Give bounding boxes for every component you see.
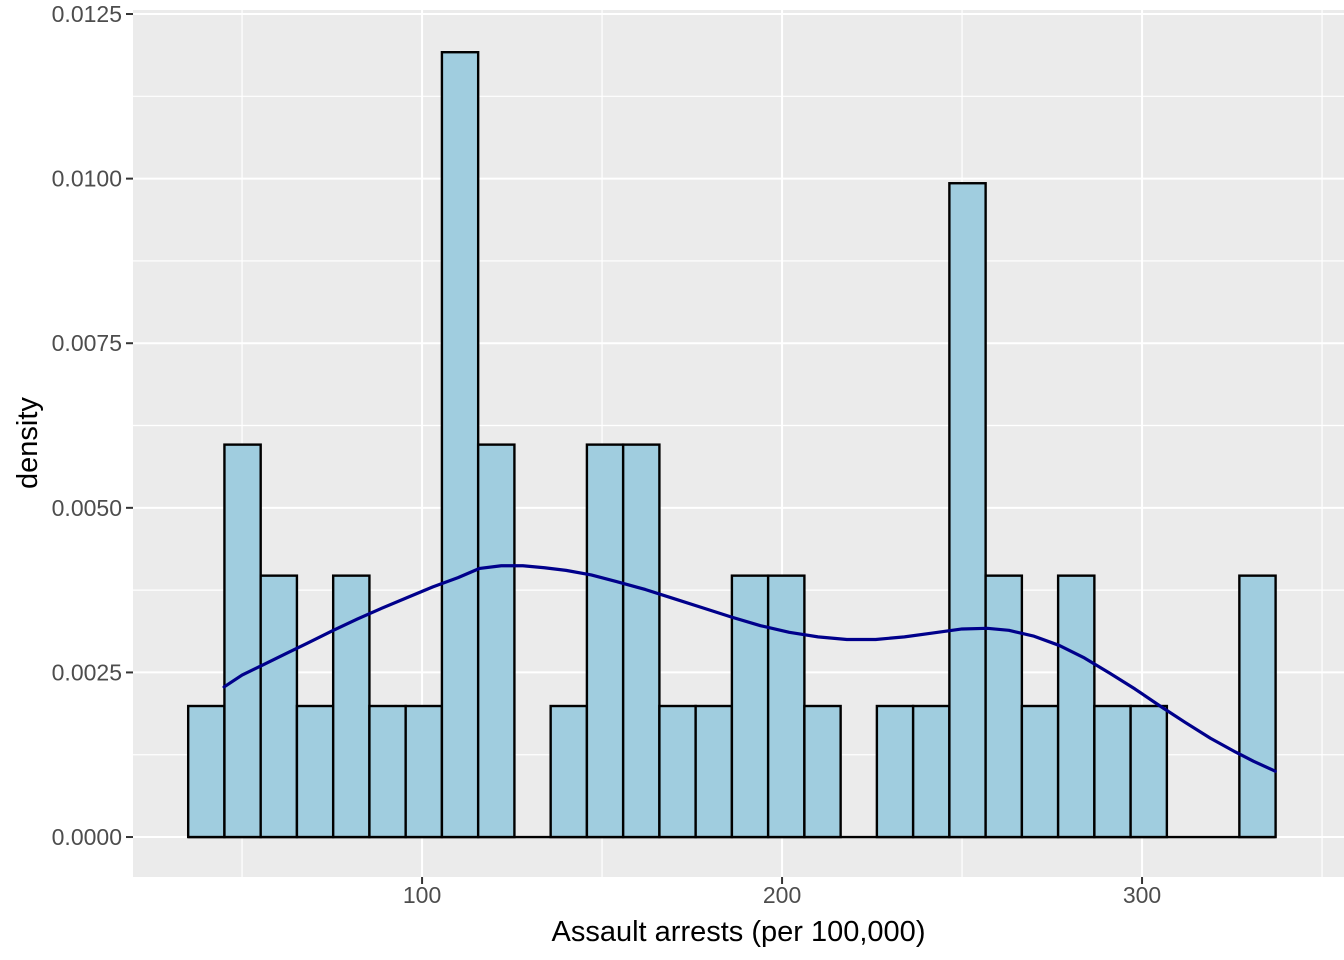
histogram-bar xyxy=(875,704,915,839)
histogram-bar xyxy=(694,704,734,839)
histogram-bar xyxy=(186,704,226,839)
histogram-bar xyxy=(766,574,806,839)
x-tick-label: 100 xyxy=(403,882,441,908)
histogram-bar xyxy=(549,704,589,839)
histogram-bar xyxy=(295,704,335,839)
y-axis-title: density xyxy=(12,397,44,489)
histogram-bar xyxy=(984,574,1024,839)
histogram-bar xyxy=(404,704,444,839)
y-tick-label: 0.0050 xyxy=(52,495,122,521)
histogram-bar xyxy=(259,574,299,839)
x-tick-label: 200 xyxy=(763,882,801,908)
histogram-bar xyxy=(948,182,987,839)
histogram-bar xyxy=(621,443,661,839)
histogram-bar xyxy=(911,704,951,839)
histogram-bar xyxy=(658,704,697,839)
y-tick-label: 0.0000 xyxy=(52,824,122,850)
histogram-bar xyxy=(368,704,407,839)
y-tick-label: 0.0125 xyxy=(52,1,122,27)
histogram-bar xyxy=(585,443,625,839)
histogram-bar xyxy=(1093,704,1132,839)
histogram-bar xyxy=(1238,574,1277,839)
histogram-bar xyxy=(1020,704,1060,839)
histogram-bar xyxy=(1129,704,1169,839)
histogram-bar xyxy=(440,51,480,839)
x-axis-title: Assault arrests (per 100,000) xyxy=(551,916,926,948)
x-tick-label: 300 xyxy=(1123,882,1161,908)
y-tick-label: 0.0100 xyxy=(52,166,122,192)
density-curve xyxy=(222,564,1277,773)
histogram-bar xyxy=(476,443,516,839)
histogram-bar xyxy=(1056,574,1096,839)
histogram-bar xyxy=(803,704,842,839)
y-tick-label: 0.0025 xyxy=(52,659,122,685)
histogram-bar xyxy=(223,443,262,839)
y-tick-label: 0.0075 xyxy=(52,330,122,356)
histogram-bar xyxy=(730,574,770,839)
